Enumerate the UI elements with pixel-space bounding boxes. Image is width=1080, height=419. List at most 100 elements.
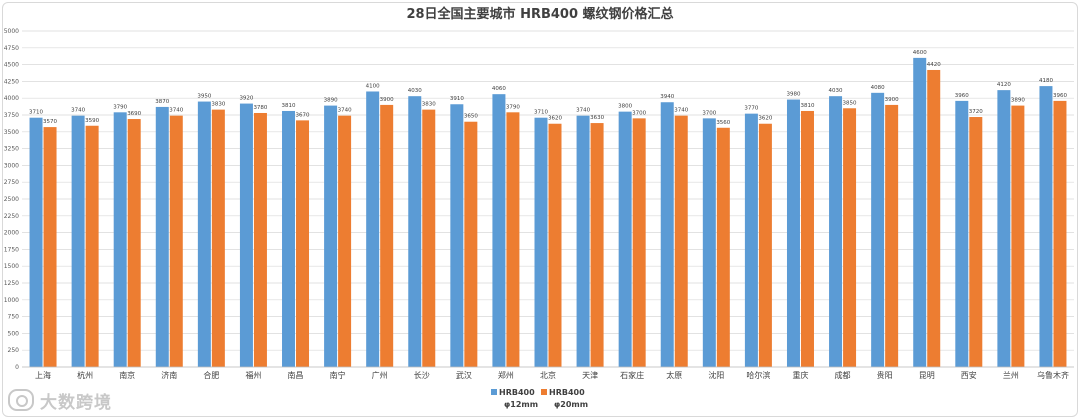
bar-沈阳-series-1 — [702, 118, 716, 367]
bar-石家庄-series-1 — [618, 111, 632, 367]
x-tick-label: 北京 — [540, 370, 556, 380]
bar-太原-series-2 — [674, 115, 688, 367]
data-label: 3920 — [239, 96, 253, 102]
data-label: 4030 — [829, 88, 843, 94]
y-tick-label: 4500 — [4, 62, 19, 69]
data-label: 3960 — [1053, 93, 1067, 99]
bar-哈尔滨-series-1 — [744, 113, 758, 367]
y-tick-label: 750 — [8, 314, 20, 321]
bar-济南-series-2 — [169, 115, 183, 367]
data-label: 3980 — [786, 92, 800, 98]
x-tick-label: 成都 — [835, 370, 851, 380]
data-label: 3910 — [450, 96, 464, 102]
y-tick-label: 2000 — [4, 230, 19, 237]
y-tick-label: 1000 — [4, 297, 19, 304]
bar-天津-series-2 — [590, 123, 604, 368]
bar-济南-series-1 — [155, 106, 169, 367]
data-label: 3810 — [282, 103, 296, 109]
bar-北京-series-2 — [548, 123, 562, 368]
data-label: 3850 — [843, 100, 857, 106]
logo-icon — [8, 389, 34, 411]
y-tick-label: 2250 — [4, 213, 19, 220]
bar-贵阳-series-1 — [871, 92, 885, 367]
legend-label-line2: φ20mm — [554, 400, 588, 409]
data-label: 4100 — [366, 83, 380, 89]
x-tick-label: 长沙 — [414, 370, 430, 380]
bar-南宁-series-1 — [324, 105, 338, 367]
x-tick-label: 兰州 — [1003, 370, 1019, 380]
data-label: 3700 — [702, 110, 716, 116]
bar-昆明-series-1 — [913, 57, 927, 367]
bar-合肥-series-2 — [211, 109, 225, 368]
data-label: 3810 — [800, 103, 814, 109]
x-tick-label: 广州 — [372, 370, 388, 380]
data-label: 3650 — [464, 114, 478, 120]
x-tick-label: 杭州 — [77, 370, 93, 380]
x-tick-label: 哈尔滨 — [746, 370, 770, 380]
bar-上海-series-2 — [43, 127, 57, 367]
bar-天津-series-1 — [576, 115, 590, 367]
bar-昆明-series-2 — [927, 69, 941, 367]
x-tick-label: 沈阳 — [708, 370, 724, 380]
data-label: 3710 — [534, 110, 548, 116]
bar-成都-series-1 — [829, 96, 843, 368]
bar-武汉-series-1 — [450, 104, 464, 368]
bar-成都-series-2 — [843, 108, 857, 367]
bar-北京-series-1 — [534, 117, 548, 367]
bar-西安-series-1 — [955, 100, 969, 367]
y-tick-label: 1250 — [4, 280, 19, 287]
x-axis: 上海 杭州 南京 济南 合肥 福州 南昌 南宁 广州 长沙 武汉 郑州 北京 天津 石家庄 太原 沈阳 哈尔滨 重庆… — [22, 366, 1074, 380]
data-label: 3890 — [1011, 98, 1025, 104]
y-axis: 0 250 500 750 1000 1250 1500 1750 2000 2250 2500 27… — [4, 28, 19, 371]
data-label: 3710 — [29, 110, 43, 116]
data-label: 4420 — [927, 62, 941, 68]
data-label: 4060 — [492, 86, 506, 92]
y-tick-label: 2750 — [4, 179, 19, 186]
x-tick-label: 武汉 — [456, 370, 472, 380]
y-tick-label: 250 — [8, 347, 20, 354]
x-tick-label: 西安 — [961, 370, 977, 380]
y-tick-label: 3500 — [4, 129, 19, 136]
bar-合肥-series-1 — [197, 101, 211, 367]
x-tick-label: 福州 — [245, 371, 261, 380]
legend-swatch-1 — [491, 389, 497, 395]
bar-长沙-series-2 — [422, 109, 436, 368]
x-tick-label: 南宁 — [330, 370, 346, 380]
data-label: 4030 — [408, 88, 422, 94]
bar-太原-series-1 — [660, 102, 674, 368]
data-label: 3960 — [955, 93, 969, 99]
bar-南昌-series-2 — [296, 120, 310, 367]
bar-长沙-series-1 — [408, 96, 422, 368]
data-label: 4120 — [997, 82, 1011, 88]
bar-南昌-series-1 — [282, 110, 296, 367]
chart-title: 28日全国主要城市 HRB400 螺纹钢价格汇总 — [406, 6, 673, 22]
legend-label-line1: HRB400 — [499, 388, 535, 397]
data-label: 3740 — [576, 108, 590, 114]
data-label: 3740 — [674, 108, 688, 114]
y-tick-label: 1500 — [4, 263, 19, 270]
data-label: 3780 — [253, 105, 267, 111]
bar-南京-series-1 — [113, 112, 127, 367]
bar-南宁-series-2 — [338, 115, 352, 367]
data-label: 3620 — [548, 116, 562, 122]
data-label: 3950 — [197, 94, 211, 100]
data-label: 3740 — [71, 108, 85, 114]
data-label: 3590 — [85, 118, 99, 124]
bar-兰州-series-1 — [997, 90, 1011, 368]
legend-label-line2: φ12mm — [504, 400, 538, 409]
data-label: 3700 — [632, 110, 646, 116]
data-label: 4600 — [913, 50, 927, 56]
y-tick-label: 500 — [8, 330, 20, 337]
data-label: 3830 — [211, 102, 225, 108]
data-label: 3570 — [43, 119, 57, 125]
bar-贵阳-series-2 — [885, 104, 899, 368]
data-label: 3740 — [169, 108, 183, 114]
legend-label-line1: HRB400 — [549, 388, 585, 397]
bar-杭州-series-2 — [85, 125, 99, 367]
bar-重庆-series-1 — [786, 99, 800, 367]
y-tick-label: 3750 — [4, 112, 19, 119]
data-label: 3890 — [324, 98, 338, 104]
data-label: 3790 — [506, 104, 520, 110]
data-label: 3900 — [885, 97, 899, 103]
bar-乌鲁木齐-series-1 — [1039, 86, 1053, 367]
